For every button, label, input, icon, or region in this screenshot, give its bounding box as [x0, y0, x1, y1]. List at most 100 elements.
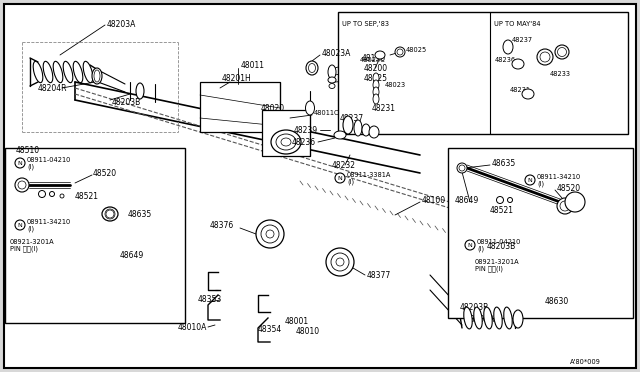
- Ellipse shape: [326, 248, 354, 276]
- Ellipse shape: [305, 101, 314, 115]
- Ellipse shape: [328, 77, 336, 83]
- Text: 48136: 48136: [362, 54, 386, 62]
- Ellipse shape: [266, 230, 274, 238]
- Text: 08911-04210: 08911-04210: [477, 239, 522, 245]
- Ellipse shape: [512, 59, 524, 69]
- Bar: [338, 12, 628, 134]
- Circle shape: [15, 220, 25, 230]
- Ellipse shape: [281, 138, 291, 146]
- Text: 48232: 48232: [332, 160, 356, 170]
- Text: A'80*009: A'80*009: [570, 359, 601, 365]
- Ellipse shape: [331, 253, 349, 271]
- Circle shape: [459, 165, 465, 171]
- Text: 08911-04210: 08911-04210: [27, 157, 72, 163]
- Circle shape: [395, 47, 405, 57]
- Text: 48023: 48023: [385, 82, 406, 88]
- Text: 48649: 48649: [120, 250, 144, 260]
- Ellipse shape: [271, 130, 301, 154]
- Ellipse shape: [464, 307, 472, 329]
- Circle shape: [335, 173, 345, 183]
- Text: 48521: 48521: [75, 192, 99, 201]
- Ellipse shape: [522, 89, 534, 99]
- Text: 48236: 48236: [495, 57, 516, 63]
- Text: (I): (I): [27, 164, 34, 170]
- Ellipse shape: [369, 126, 379, 138]
- Ellipse shape: [53, 61, 63, 83]
- Text: 48011C: 48011C: [314, 110, 340, 116]
- Circle shape: [560, 201, 570, 211]
- Text: 48521: 48521: [490, 205, 514, 215]
- Circle shape: [38, 190, 45, 198]
- Ellipse shape: [513, 310, 523, 328]
- Text: 08921-3201A: 08921-3201A: [475, 259, 520, 265]
- Circle shape: [49, 192, 54, 196]
- Text: N: N: [527, 177, 532, 183]
- Text: (I): (I): [537, 181, 544, 187]
- Ellipse shape: [373, 87, 379, 97]
- Text: 48635: 48635: [128, 209, 152, 218]
- Circle shape: [397, 49, 403, 55]
- Ellipse shape: [306, 61, 318, 75]
- Ellipse shape: [63, 61, 73, 83]
- Circle shape: [508, 198, 513, 202]
- Text: (I): (I): [477, 246, 484, 252]
- Text: 48377: 48377: [367, 270, 391, 279]
- Circle shape: [525, 175, 535, 185]
- Text: 48354: 48354: [258, 326, 282, 334]
- Text: 48239: 48239: [294, 125, 318, 135]
- Bar: [5, 148, 185, 323]
- Text: 48635: 48635: [492, 158, 516, 167]
- Ellipse shape: [105, 209, 115, 219]
- Ellipse shape: [503, 40, 513, 54]
- Circle shape: [60, 194, 64, 198]
- Bar: [262, 110, 310, 156]
- Text: 48237: 48237: [512, 37, 533, 43]
- Ellipse shape: [256, 220, 284, 248]
- Text: UP TO SEP,'83: UP TO SEP,'83: [342, 21, 389, 27]
- Text: PIN ピン(I): PIN ピン(I): [475, 266, 503, 272]
- Text: 48204R: 48204R: [38, 83, 67, 93]
- Ellipse shape: [354, 120, 362, 136]
- Ellipse shape: [334, 131, 346, 139]
- Text: 48020: 48020: [261, 103, 285, 112]
- Text: 48236: 48236: [292, 138, 316, 147]
- Text: 48376: 48376: [210, 221, 234, 230]
- Bar: [448, 148, 633, 318]
- Ellipse shape: [92, 68, 102, 84]
- Text: 48201H: 48201H: [222, 74, 252, 83]
- Ellipse shape: [343, 116, 353, 134]
- Ellipse shape: [83, 61, 93, 83]
- Ellipse shape: [136, 83, 144, 99]
- Text: 48010: 48010: [296, 327, 320, 337]
- Text: 48520: 48520: [557, 183, 581, 192]
- Ellipse shape: [375, 51, 385, 59]
- Circle shape: [15, 158, 25, 168]
- Text: 08911-34210: 08911-34210: [537, 174, 581, 180]
- Text: 48353: 48353: [198, 295, 222, 305]
- Ellipse shape: [276, 134, 296, 150]
- Text: 48010A: 48010A: [178, 323, 207, 331]
- Text: 08911-3381A: 08911-3381A: [347, 172, 392, 178]
- Text: 48025: 48025: [406, 47, 428, 53]
- Text: N: N: [468, 243, 472, 247]
- Text: 48520: 48520: [93, 169, 117, 177]
- Ellipse shape: [504, 307, 512, 329]
- Ellipse shape: [555, 45, 569, 59]
- Text: 48023C: 48023C: [360, 57, 386, 63]
- Circle shape: [557, 198, 573, 214]
- Text: 48649: 48649: [455, 196, 479, 205]
- Text: UP TO MAY'84: UP TO MAY'84: [494, 21, 541, 27]
- Text: 48203R: 48203R: [460, 304, 490, 312]
- Text: 48203A: 48203A: [107, 19, 136, 29]
- Circle shape: [18, 181, 26, 189]
- Text: 48001: 48001: [285, 317, 309, 327]
- Text: 08921-3201A: 08921-3201A: [10, 239, 54, 245]
- Text: 48510: 48510: [16, 145, 40, 154]
- Text: N: N: [18, 160, 22, 166]
- Ellipse shape: [329, 83, 335, 89]
- Text: N: N: [338, 176, 342, 180]
- Text: 48011: 48011: [241, 61, 265, 70]
- Ellipse shape: [328, 65, 336, 79]
- Text: (I): (I): [27, 226, 34, 232]
- Text: PIN ピン(I): PIN ピン(I): [10, 246, 38, 252]
